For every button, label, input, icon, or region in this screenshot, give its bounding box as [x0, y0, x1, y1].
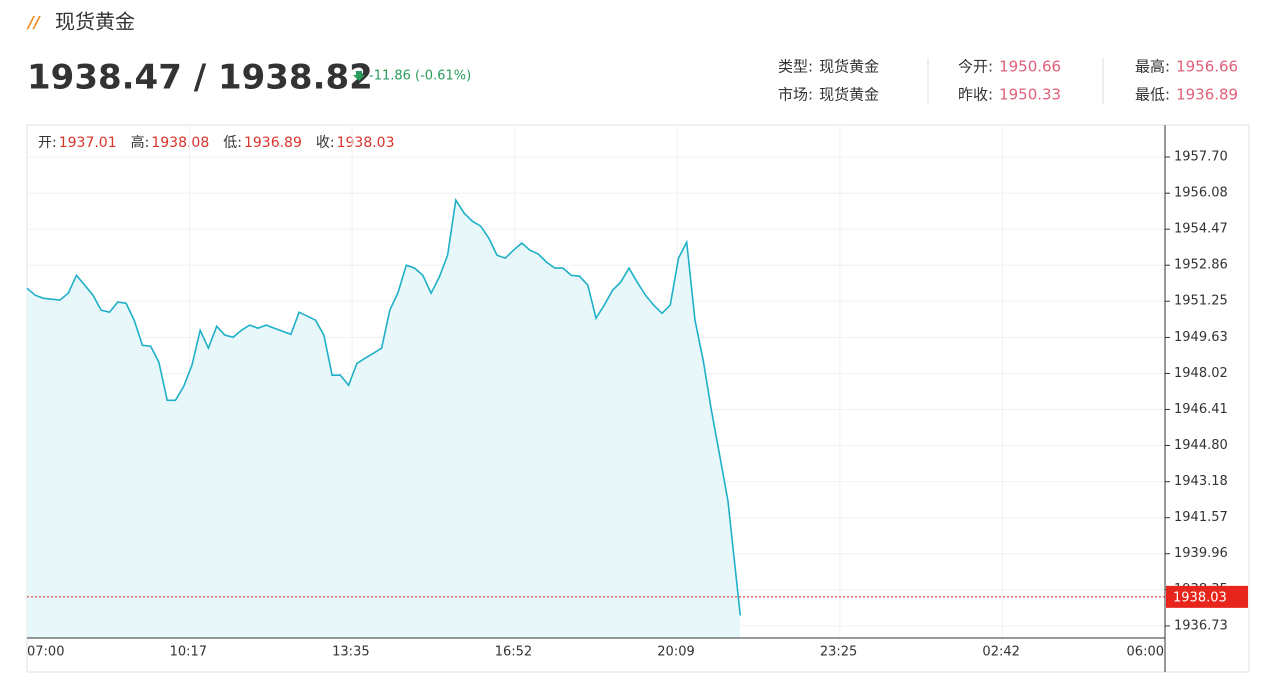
ohlc-value: 1937.01: [59, 135, 117, 151]
info-label: 昨收:: [958, 86, 993, 104]
x-tick-label: 23:25: [820, 645, 857, 660]
y-tick-label: 1956.08: [1174, 186, 1228, 201]
y-tick-label: 1948.02: [1174, 366, 1228, 381]
price-line: [26, 197, 742, 616]
y-tick-label: 1936.73: [1174, 618, 1228, 633]
last-price-box: [1166, 585, 1248, 608]
x-tick-label: 10:17: [170, 645, 207, 660]
info-label: 最低:: [1135, 86, 1170, 104]
y-tick-label: 1952.86: [1174, 258, 1228, 273]
last-price-label: 1938.03: [1173, 590, 1227, 605]
down-arrow: [353, 71, 365, 81]
y-tick-label: 1957.70: [1174, 149, 1228, 164]
logo-icon: //: [26, 13, 41, 32]
info-label: 市场:: [778, 86, 813, 104]
area: [27, 200, 741, 638]
info-value: 现货黄金: [819, 58, 879, 76]
ohlc-value: 1936.89: [244, 135, 302, 151]
x-tick-label: 02:42: [982, 645, 1019, 660]
x-tick-label: 06:00: [1127, 645, 1164, 660]
change: -11.86 (-0.61%): [369, 69, 471, 84]
x-tick-label: 20:09: [657, 645, 694, 660]
y-tick-label: 1954.47: [1174, 222, 1228, 237]
info-value: 1956.66: [1176, 58, 1238, 76]
info-value: 1950.33: [999, 86, 1061, 104]
y-tick-label: 1943.18: [1174, 474, 1228, 489]
x-tick-label: 07:00: [27, 645, 64, 660]
info-value: 1936.89: [1176, 86, 1238, 104]
y-tick-label: 1941.57: [1174, 510, 1228, 525]
info-label: 今开:: [958, 58, 993, 76]
info-value: 现货黄金: [819, 86, 879, 104]
x-tick-label: 13:35: [332, 645, 369, 660]
info-label: 类型:: [778, 58, 813, 76]
info-value: 1950.66: [999, 58, 1061, 76]
ohlc-label: 低:: [223, 135, 242, 151]
x-tick-label: 16:52: [495, 645, 532, 660]
price: 1938.47 / 1938.82: [27, 58, 373, 98]
y-tick-label: 1951.25: [1174, 294, 1228, 309]
y-tick-label: 1949.63: [1174, 330, 1228, 345]
page-title: 现货黄金: [55, 10, 135, 34]
y-tick-label: 1939.96: [1174, 546, 1228, 561]
ohlc-label: 开:: [38, 135, 57, 151]
info-label: 最高:: [1135, 58, 1170, 76]
y-tick-label: 1944.80: [1174, 438, 1228, 453]
y-tick-label: 1946.41: [1174, 402, 1228, 417]
ohlc-value: 1938.03: [337, 135, 395, 151]
ohlc-value: 1938.08: [151, 135, 209, 151]
ohlc-label: 收:: [316, 135, 335, 151]
ohlc-label: 高:: [131, 134, 150, 151]
